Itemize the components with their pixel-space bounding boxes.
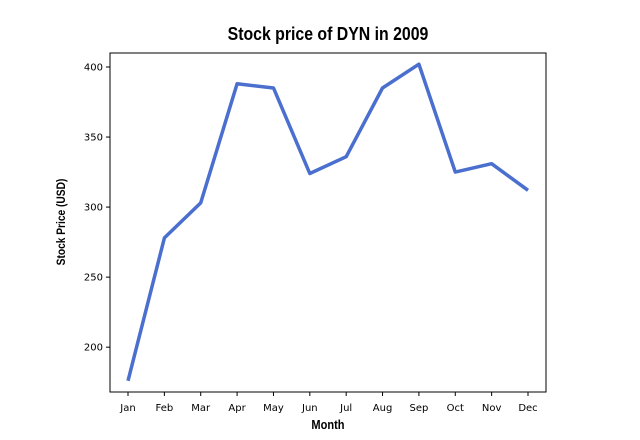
series-lines [126,62,530,382]
y-tick-label: 350 [84,133,103,144]
y-tick-label: 250 [84,273,103,284]
x-tick-label: Jul [339,403,352,414]
x-tick-label: Mar [191,403,211,414]
chart-title: Stock price of DYN in 2009 [227,24,429,44]
y-tick-label: 200 [84,343,103,354]
x-axis: Jan Feb Mar Apr May Jun Jul Aug Sep Oct Nov Dec [119,392,538,414]
x-tick-label: Nov [482,403,502,414]
x-tick-label: May [263,403,284,414]
series-line [126,62,530,382]
plot-frame [109,52,547,393]
y-axis: 200 250 300 350 400 [84,63,110,354]
x-tick-label: Feb [156,403,174,414]
x-tick-label: Jan [119,403,135,414]
x-tick-label: Apr [228,403,246,414]
x-tick-label: Dec [518,403,537,414]
y-axis-label: Stock Price (USD) [54,178,68,266]
x-tick-label: Sep [409,403,428,414]
x-axis-label: Month [311,417,345,432]
y-tick-label: 300 [84,203,103,214]
y-tick-label: 400 [84,63,103,74]
x-tick-label: Jun [301,403,318,414]
x-tick-label: Aug [373,403,393,414]
x-tick-label: Oct [447,403,464,414]
